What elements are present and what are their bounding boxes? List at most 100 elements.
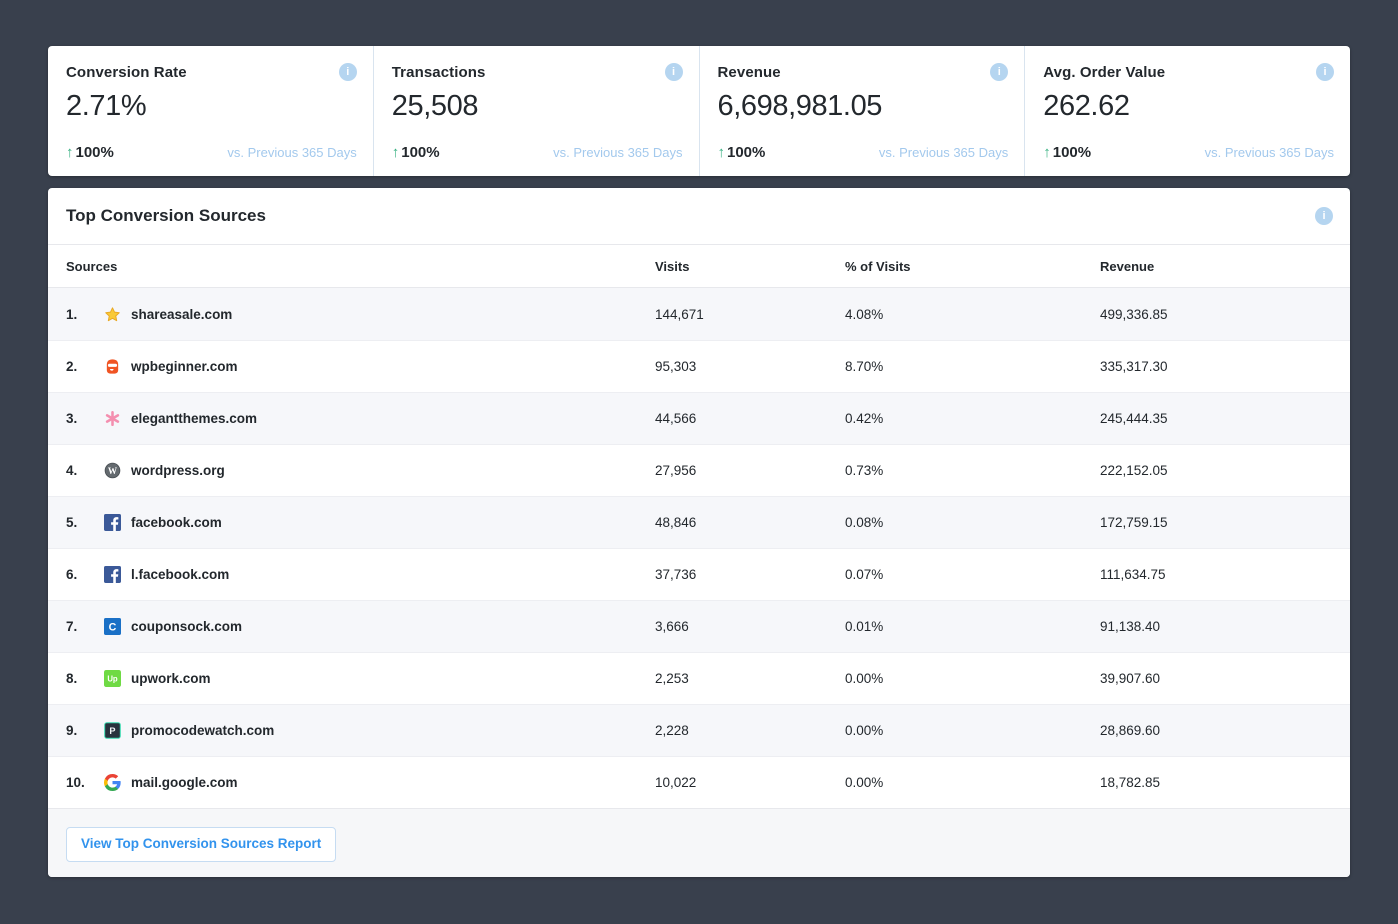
metric-card-footer: ↑ 100% vs. Previous 365 Days — [1043, 144, 1334, 161]
source-domain: elegantthemes.com — [131, 411, 258, 426]
source-cell: C couponsock.com — [104, 618, 655, 635]
source-domain: upwork.com — [131, 671, 211, 686]
panel-footer: View Top Conversion Sources Report — [48, 808, 1350, 877]
visits-value: 3,666 — [655, 619, 689, 634]
info-icon[interactable]: i — [990, 63, 1009, 81]
wordpress-favicon: W — [104, 462, 121, 479]
source-cell: mail.google.com — [104, 774, 655, 791]
upwork-favicon: Up — [104, 670, 121, 687]
row-rank: 2. — [66, 359, 78, 374]
revenue-value: 28,869.60 — [1100, 723, 1161, 738]
shareasale-favicon — [104, 306, 121, 323]
metric-card: Transactions i 25,508 ↑ 100% vs. Previous… — [372, 46, 699, 176]
compare-period-label: vs. Previous 365 Days — [553, 145, 683, 160]
table-row: 7. C couponsock.com 3,666 0.01% 91,138.4… — [48, 600, 1350, 652]
source-domain: couponsock.com — [131, 619, 243, 634]
row-rank: 4. — [66, 463, 78, 478]
table-row: 8. Up upwork.com 2,253 0.00% 39,907.60 — [48, 652, 1350, 704]
row-rank: 1. — [66, 306, 78, 322]
metric-card-header: Transactions i — [392, 63, 683, 81]
info-icon[interactable]: i — [1315, 207, 1333, 225]
revenue-value: 172,759.15 — [1100, 515, 1168, 530]
revenue-value: 91,138.40 — [1100, 619, 1161, 634]
metric-label: Transactions — [391, 63, 486, 81]
up-arrow-icon: ↑ — [391, 144, 400, 161]
source-cell: wpbeginner.com — [104, 358, 655, 375]
google-favicon — [104, 774, 121, 791]
metric-card-header: Revenue i — [718, 63, 1009, 81]
visits-value: 10,022 — [655, 775, 697, 790]
source-cell: P promocodewatch.com — [104, 722, 655, 739]
metric-cards-row: Conversion Rate i 2.71% ↑ 100% vs. Previo… — [48, 46, 1350, 176]
table-row: 3. elegantthemes.com 44,566 0.42% 245,44… — [48, 392, 1350, 444]
promocodewatch-favicon: P — [104, 722, 121, 739]
visits-value: 27,956 — [655, 463, 697, 478]
visits-value: 144,671 — [655, 306, 704, 322]
table-row: 10. mail.google.com 10,022 0.00% 18,782.… — [48, 756, 1350, 808]
revenue-value: 335,317.30 — [1100, 359, 1168, 374]
up-arrow-icon: ↑ — [66, 144, 74, 161]
revenue-value: 39,907.60 — [1100, 671, 1161, 686]
source-domain: wordpress.org — [131, 463, 225, 478]
metric-value: 262.62 — [1043, 90, 1130, 122]
pct-visits-value: 4.08% — [845, 306, 884, 322]
metric-change: ↑ 100% — [391, 144, 440, 161]
compare-period-label: vs. Previous 365 Days — [1204, 145, 1334, 160]
pct-visits-value: 0.00% — [845, 723, 884, 738]
table-row: 9. P promocodewatch.com 2,228 0.00% 28,8… — [48, 704, 1350, 756]
pct-visits-value: 0.73% — [845, 463, 884, 478]
source-domain: l.facebook.com — [131, 567, 230, 582]
revenue-value: 111,634.75 — [1100, 567, 1166, 582]
pct-visits-value: 8.70% — [845, 359, 884, 374]
revenue-value: 222,152.05 — [1100, 463, 1168, 478]
source-cell: facebook.com — [104, 514, 655, 531]
view-report-button[interactable]: View Top Conversion Sources Report — [66, 827, 337, 862]
metric-value: 6,698,981.05 — [717, 90, 883, 122]
row-rank: 6. — [66, 567, 78, 582]
source-cell: elegantthemes.com — [104, 410, 655, 427]
info-icon[interactable]: i — [1316, 63, 1334, 81]
metric-card: Conversion Rate i 2.71% ↑ 100% vs. Previo… — [48, 46, 373, 176]
facebook-favicon — [104, 514, 121, 531]
metric-card-footer: ↑ 100% vs. Previous 365 Days — [392, 144, 683, 161]
row-rank: 5. — [66, 515, 78, 530]
pct-visits-value: 0.00% — [845, 671, 884, 686]
source-domain: facebook.com — [131, 515, 222, 530]
couponsock-favicon: C — [104, 618, 121, 635]
elegantthemes-favicon — [104, 410, 121, 427]
revenue-value: 245,444.35 — [1100, 411, 1168, 426]
metric-card-footer: ↑ 100% vs. Previous 365 Days — [66, 144, 357, 161]
info-icon[interactable]: i — [338, 63, 357, 81]
column-header-visits: Visits — [655, 258, 690, 274]
metric-label: Revenue — [717, 63, 781, 81]
visits-value: 2,253 — [655, 671, 689, 686]
table-row: 6. l.facebook.com 37,736 0.07% 111,634.7… — [48, 548, 1350, 600]
source-cell: W wordpress.org — [104, 462, 655, 479]
visits-value: 37,736 — [655, 567, 697, 582]
info-icon[interactable]: i — [664, 63, 683, 81]
pct-visits-value: 0.07% — [845, 567, 884, 582]
metric-card-header: Avg. Order Value i — [1043, 63, 1334, 81]
panel-title: Top Conversion Sources — [66, 206, 266, 225]
column-header-sources: Sources — [66, 258, 118, 274]
visits-value: 48,846 — [655, 515, 697, 530]
row-rank: 8. — [66, 671, 78, 686]
pct-visits-value: 0.42% — [845, 411, 884, 426]
compare-period-label: vs. Previous 365 Days — [227, 145, 357, 160]
svg-text:P: P — [109, 726, 115, 736]
column-header-pct-visits: % of Visits — [845, 258, 911, 274]
svg-text:W: W — [108, 466, 118, 476]
metric-label: Conversion Rate — [66, 63, 187, 81]
metric-value: 2.71% — [66, 90, 147, 122]
row-rank: 3. — [66, 411, 78, 426]
source-domain: promocodewatch.com — [131, 723, 275, 738]
table-row: 5. facebook.com 48,846 0.08% 172,759.15 — [48, 496, 1350, 548]
up-arrow-icon: ↑ — [717, 144, 726, 161]
metric-card: Avg. Order Value i 262.62 ↑ 100% vs. Prev… — [1024, 46, 1350, 176]
pct-visits-value: 0.08% — [845, 515, 884, 530]
metric-card-footer: ↑ 100% vs. Previous 365 Days — [718, 144, 1009, 161]
table-body: 1. shareasale.com 144,671 4.08% 499,336.… — [48, 288, 1350, 808]
revenue-value: 18,782.85 — [1100, 775, 1161, 790]
source-cell: l.facebook.com — [104, 566, 655, 583]
